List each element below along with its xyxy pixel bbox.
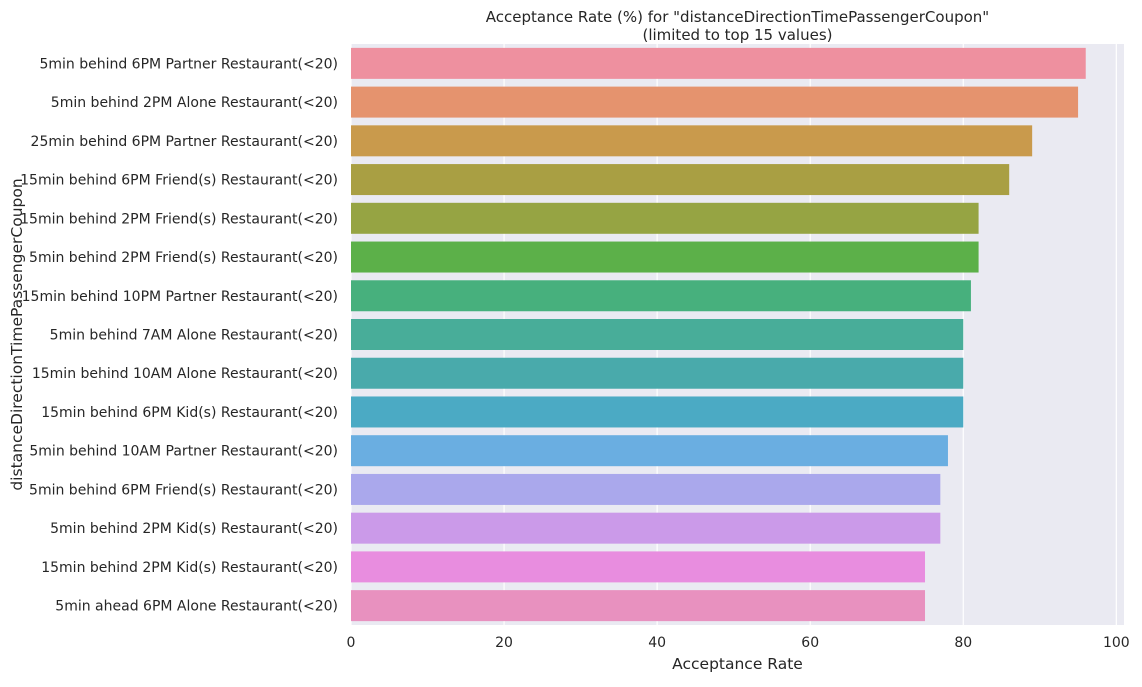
chart-subtitle: (limited to top 15 values) [642, 26, 832, 44]
chart-title: Acceptance Rate (%) for "distanceDirecti… [486, 8, 989, 26]
x-tick-label: 80 [954, 635, 972, 651]
bar [351, 47, 1086, 79]
bar [351, 473, 941, 505]
y-tick-label: 5min behind 6PM Partner Restaurant(<20) [39, 56, 338, 72]
bar [351, 125, 1033, 157]
bars [351, 47, 1086, 622]
x-tick-label: 20 [495, 635, 513, 651]
x-tick-label: 0 [347, 635, 356, 651]
bar [351, 396, 964, 428]
x-tick-label: 60 [801, 635, 819, 651]
y-tick-label: 15min behind 6PM Friend(s) Restaurant(<2… [20, 173, 338, 189]
y-tick-label: 5min behind 6PM Friend(s) Restaurant(<20… [29, 482, 338, 498]
y-tick-label: 5min behind 7AM Alone Restaurant(<20) [50, 328, 338, 344]
y-tick-label: 15min behind 2PM Friend(s) Restaurant(<2… [20, 211, 338, 227]
y-tick-label: 15min behind 2PM Kid(s) Restaurant(<20) [41, 560, 338, 576]
bar [351, 590, 926, 622]
bar [351, 357, 964, 389]
y-tick-label: 15min behind 6PM Kid(s) Restaurant(<20) [41, 405, 338, 421]
x-tick-labels: 0 20 40 60 80 100 [347, 635, 1130, 651]
bar [351, 551, 926, 583]
y-tick-label: 5min ahead 6PM Alone Restaurant(<20) [55, 599, 338, 615]
bar [351, 202, 979, 234]
bar [351, 512, 941, 544]
y-tick-label: 15min behind 10PM Partner Restaurant(<20… [22, 289, 338, 305]
y-tick-label: 15min behind 10AM Alone Restaurant(<20) [32, 366, 338, 382]
bar [351, 164, 1010, 196]
y-tick-labels: 5min behind 6PM Partner Restaurant(<20) 5… [20, 56, 338, 614]
bar [351, 86, 1079, 118]
y-tick-label: 5min behind 2PM Friend(s) Restaurant(<20… [29, 250, 338, 266]
y-tick-label: 25min behind 6PM Partner Restaurant(<20) [31, 134, 338, 150]
bar [351, 319, 964, 350]
bar [351, 435, 948, 467]
bar [351, 280, 971, 312]
x-axis-label: Acceptance Rate [672, 655, 803, 673]
bar [351, 241, 979, 273]
y-tick-label: 5min behind 2PM Alone Restaurant(<20) [51, 95, 338, 111]
y-tick-label: 5min behind 2PM Kid(s) Restaurant(<20) [50, 521, 338, 537]
y-axis-label: distanceDirectionTimePassengerCoupon [8, 178, 26, 490]
x-tick-label: 40 [648, 635, 666, 651]
y-tick-label: 5min behind 10AM Partner Restaurant(<20) [29, 444, 338, 460]
x-tick-label: 100 [1103, 635, 1130, 651]
